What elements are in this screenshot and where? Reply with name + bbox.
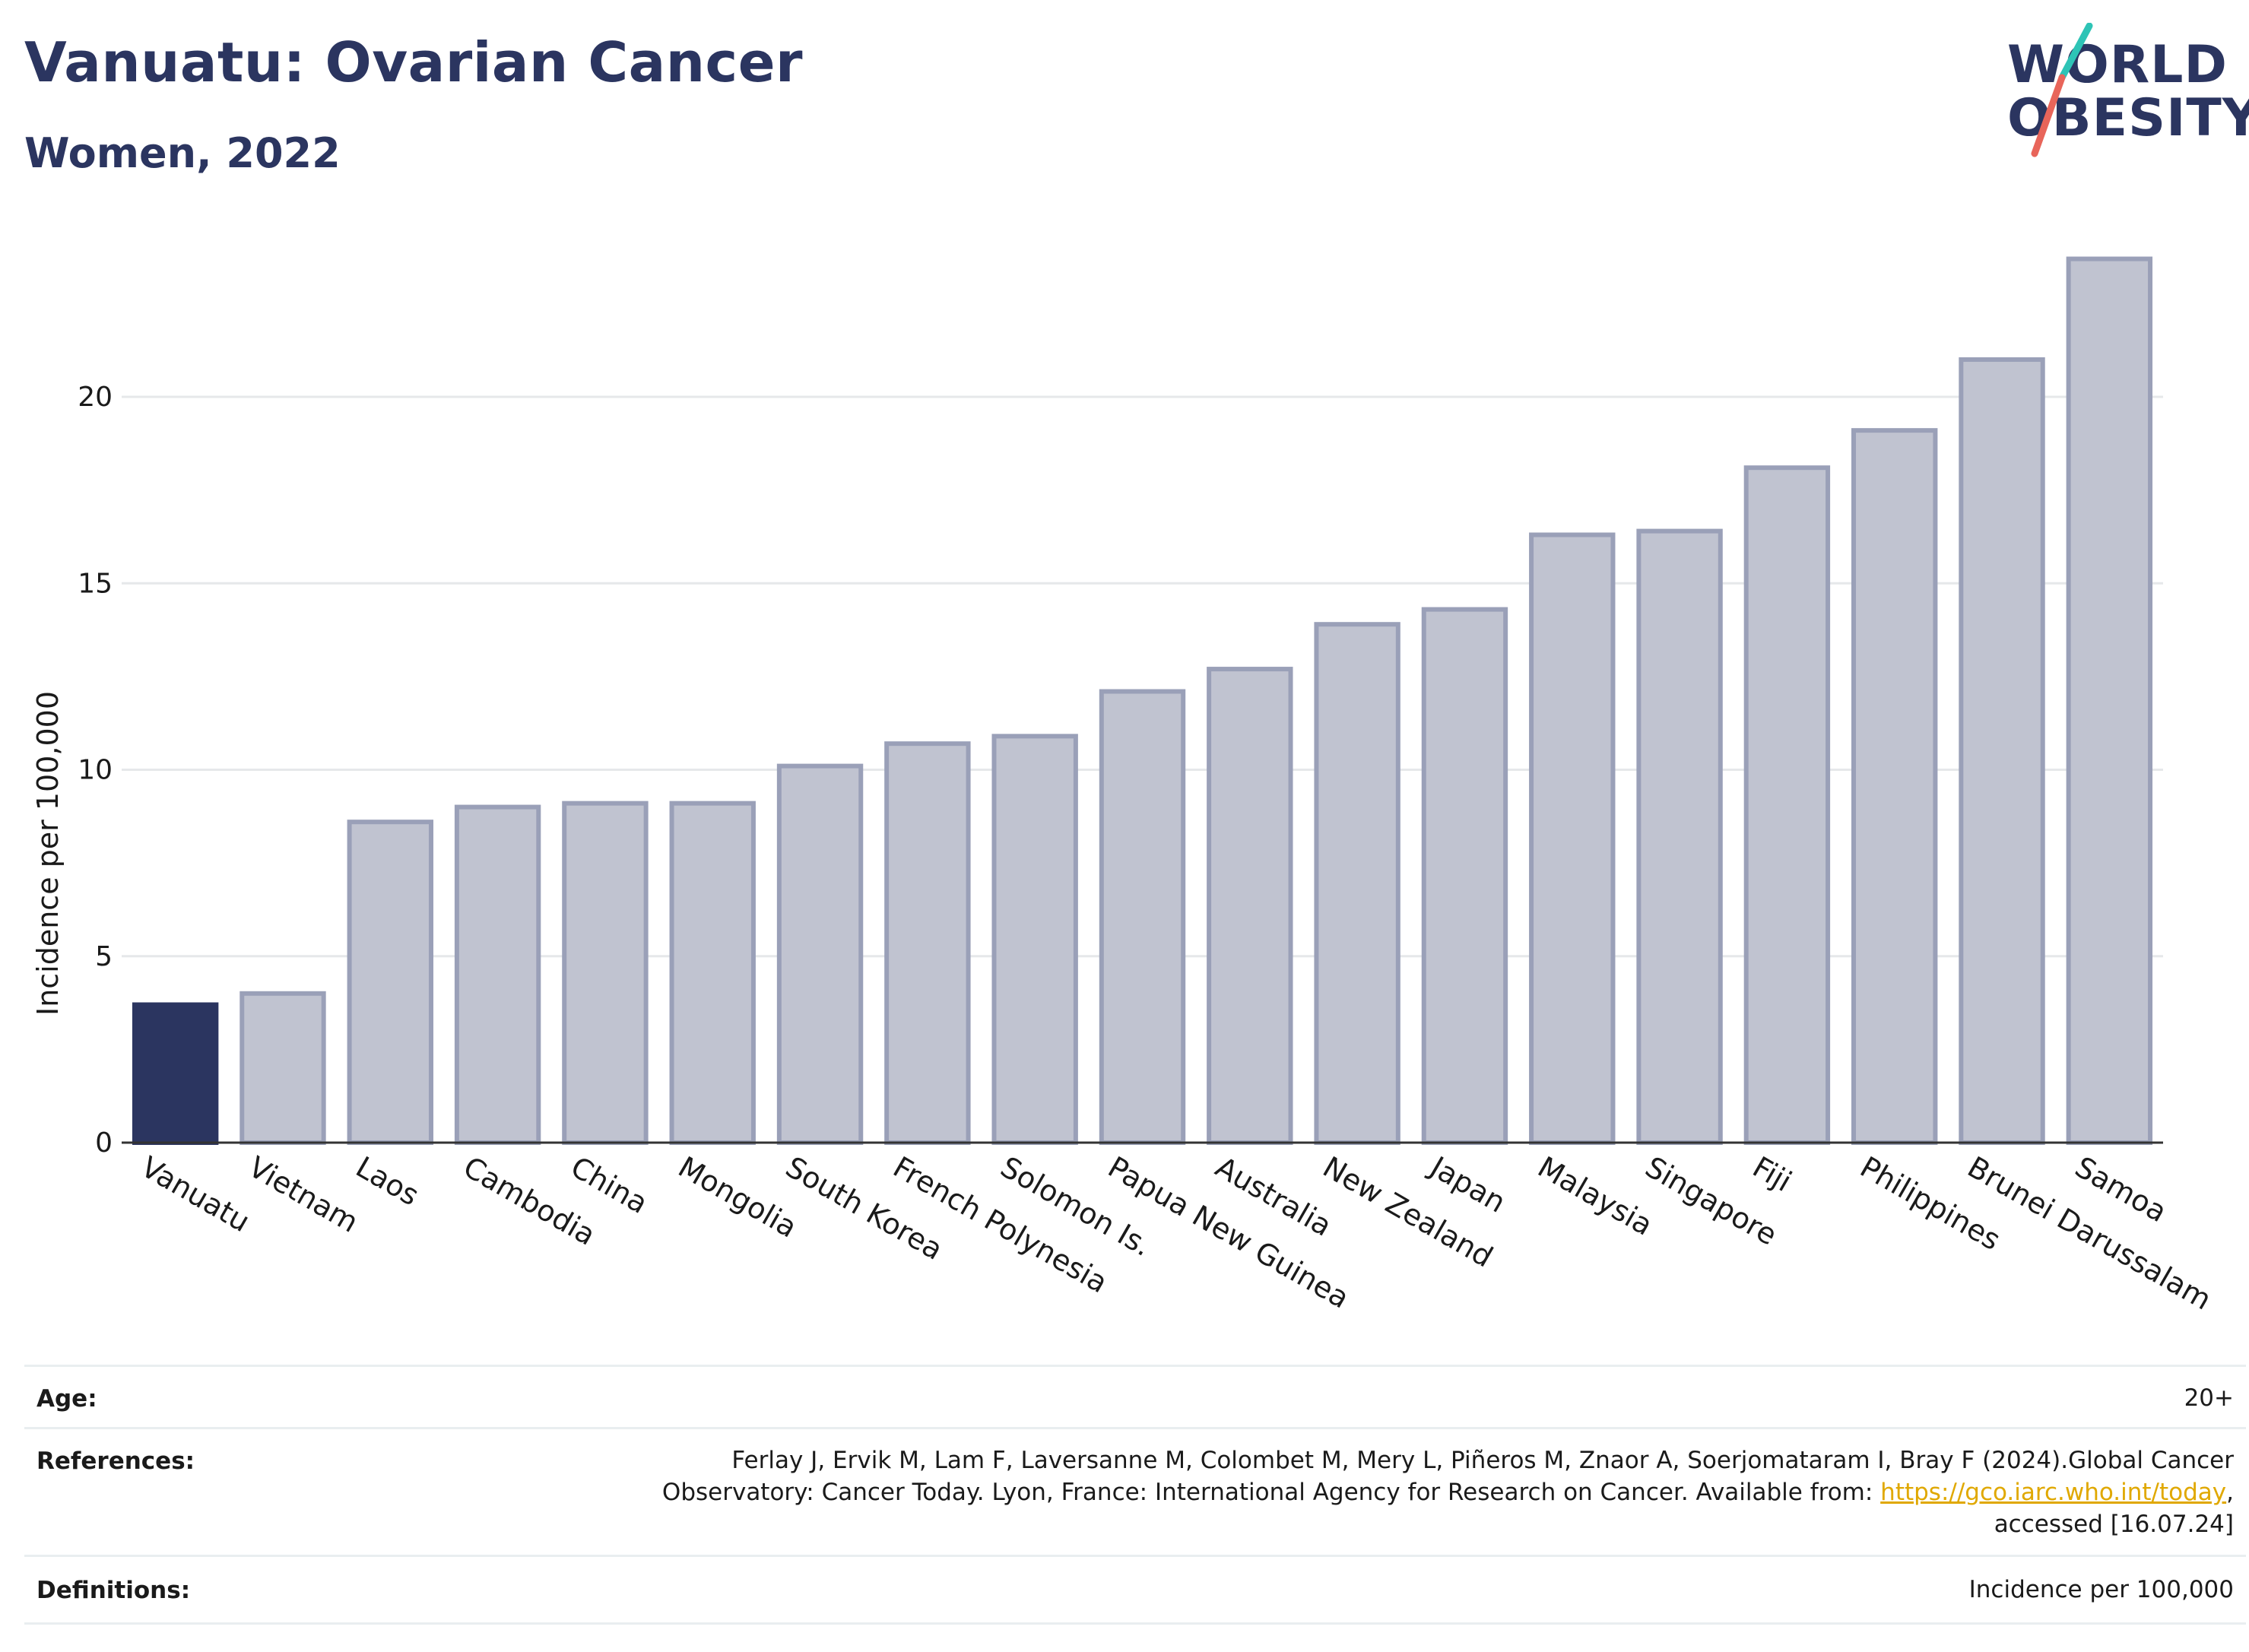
bar	[1851, 428, 1938, 1145]
bar	[1421, 607, 1508, 1145]
x-tick-label: Mongolia	[673, 1150, 803, 1245]
bar	[239, 991, 326, 1146]
bar	[132, 1002, 219, 1146]
references-line-2-suffix: ,	[2226, 1479, 2234, 1506]
x-tick-label: Malaysia	[1532, 1150, 1658, 1242]
bar	[1314, 622, 1400, 1145]
references-line-2: Observatory: Cancer Today. Lyon, France:…	[662, 1476, 2234, 1508]
definitions-row: Definitions: Incidence per 100,000	[24, 1555, 2246, 1625]
chart-subtitle: Women, 2022	[24, 129, 341, 177]
x-tick-label: Laos	[351, 1150, 425, 1213]
x-tick-label: Fiji	[1747, 1150, 1797, 1198]
references-line-3: accessed [16.07.24]	[1994, 1511, 2234, 1538]
definitions-value: Incidence per 100,000	[1968, 1576, 2234, 1603]
references-row: References: Ferlay J, Ervik M, Lam F, La…	[24, 1427, 2246, 1555]
references-line-2-text: Observatory: Cancer Today. Lyon, France:…	[661, 1479, 1881, 1506]
bar	[2066, 256, 2153, 1145]
logo-word-1: WORLD	[2007, 35, 2228, 95]
bar	[669, 801, 756, 1146]
bar	[776, 763, 864, 1145]
y-axis-label: Incidence per 100,000	[31, 691, 65, 1016]
bar	[347, 820, 433, 1146]
bar	[454, 804, 541, 1146]
bar	[991, 734, 1078, 1145]
bar	[1529, 532, 1616, 1145]
references-label: References:	[36, 1447, 195, 1475]
references-link[interactable]: https://gco.iarc.who.int/today	[1880, 1479, 2227, 1506]
x-tick-label: Vietnam	[243, 1150, 363, 1239]
age-label: Age:	[36, 1385, 97, 1413]
references-line-1: Ferlay J, Ervik M, Lam F, Laversanne M, …	[731, 1447, 2234, 1474]
bar	[1207, 667, 1293, 1145]
logo-slash-icon	[2031, 23, 2093, 157]
age-row: Age: 20+	[24, 1365, 2246, 1428]
chart-title: Vanuatu: Ovarian Cancer	[24, 30, 804, 94]
y-tick-label: 10	[78, 755, 113, 786]
world-obesity-logo: WORLD OBESITY	[1992, 23, 2249, 160]
references-text: Ferlay J, Ervik M, Lam F, Laversanne M, …	[662, 1444, 2234, 1540]
bar	[1743, 465, 1831, 1145]
bar	[562, 801, 649, 1146]
y-tick-label: 5	[95, 941, 113, 972]
bar	[1099, 689, 1186, 1145]
x-tick-label: Vanuatu	[135, 1150, 255, 1238]
y-tick-label: 15	[78, 568, 113, 599]
definitions-label: Definitions:	[36, 1577, 191, 1604]
bar	[1959, 357, 2045, 1146]
age-value: 20+	[2184, 1384, 2234, 1412]
bar	[884, 741, 971, 1145]
bar-chart: 0 5 10 15 20 Incidence per 100,000 VanuatuViet…	[31, 256, 2217, 1317]
y-tick-label: 20	[78, 382, 113, 413]
y-tick-label: 0	[95, 1127, 113, 1159]
bar	[1636, 528, 1723, 1145]
